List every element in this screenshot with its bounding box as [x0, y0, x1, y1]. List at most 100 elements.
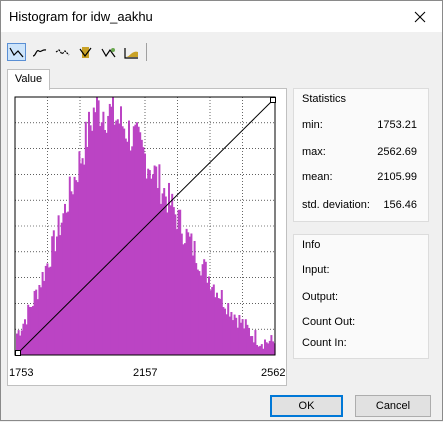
histogram-bar — [236, 327, 239, 355]
histogram-bar — [20, 330, 23, 355]
histogram-bar — [190, 233, 193, 355]
square-root-button[interactable] — [76, 43, 95, 61]
stretch-toolbar — [7, 40, 147, 64]
histogram-bar — [201, 264, 204, 355]
histogram-bar — [150, 178, 153, 355]
histogram-bar — [32, 305, 34, 355]
histogram-bar — [225, 314, 228, 355]
histogram-bar — [185, 228, 188, 355]
histogram-bar — [132, 126, 135, 355]
histogram-bar — [193, 240, 196, 355]
exponential-button[interactable] — [122, 43, 141, 61]
histogram-bar — [228, 316, 231, 355]
histogram-bar — [41, 271, 44, 355]
stat-max-value: 2562.69 — [377, 146, 417, 158]
cancel-button[interactable]: Cancel — [355, 395, 431, 417]
chart-frame — [14, 96, 276, 356]
histogram-bar — [206, 282, 209, 355]
histogram-bar — [86, 146, 89, 355]
histogram-bar — [153, 165, 156, 355]
logarithmic-button[interactable] — [99, 43, 118, 61]
histogram-bar — [67, 211, 70, 355]
stat-mean-value: 2105.99 — [377, 171, 417, 183]
ok-button[interactable]: OK — [270, 395, 343, 417]
histogram-bar — [244, 319, 247, 355]
histogram-bar — [204, 261, 207, 355]
histogram-bar — [30, 306, 33, 355]
histogram-bar — [27, 304, 30, 355]
histogram-bar — [254, 330, 257, 355]
histogram-bar — [240, 322, 242, 355]
histogram-bar — [224, 308, 226, 355]
x-tick-mid: 2157 — [133, 367, 158, 379]
histogram-bar — [76, 182, 79, 355]
stat-min-value: 1753.21 — [377, 119, 417, 131]
histogram-bar — [166, 212, 169, 355]
histogram-bar — [19, 335, 22, 355]
histogram-bar — [83, 164, 86, 355]
histogram-bar — [182, 244, 185, 355]
histogram-bar — [124, 138, 127, 355]
histogram-bar — [56, 236, 58, 355]
histogram-bar — [59, 235, 62, 355]
histogram-bar — [172, 207, 175, 355]
histogram-bar — [128, 120, 130, 355]
info-group: Info Input: Output: Count Out: Count In: — [293, 234, 429, 359]
stat-max-label: max: — [302, 146, 326, 158]
histogram-bar — [140, 139, 143, 355]
histogram-bar — [68, 176, 71, 355]
statistics-title: Statistics — [302, 93, 347, 105]
histogram-bar — [16, 333, 18, 355]
histogram-bar — [102, 111, 105, 356]
histogram-bar — [105, 132, 108, 355]
histogram-bar — [209, 290, 212, 355]
histogram-bar — [35, 289, 38, 355]
info-title: Info — [302, 239, 321, 251]
histogram-bar — [121, 126, 124, 356]
histogram-bar — [96, 97, 98, 355]
histogram-bar — [43, 280, 46, 355]
histogram-bar — [107, 115, 110, 356]
chart-border — [14, 96, 276, 356]
histogram-bar — [260, 344, 263, 355]
histogram-bar — [92, 107, 95, 355]
histogram-bar — [88, 111, 90, 355]
stat-min-label: min: — [302, 119, 323, 131]
histogram-bar — [267, 343, 270, 355]
histogram-bar — [44, 265, 47, 355]
histogram-bar — [129, 150, 132, 355]
info-count-in-label: Count In: — [302, 337, 347, 349]
close-button[interactable] — [398, 1, 442, 32]
histogram-bar — [91, 130, 94, 355]
histogram-bar — [33, 290, 36, 355]
linear-stretch-button[interactable] — [7, 43, 26, 61]
histogram-bar — [89, 125, 92, 355]
histogram-bar — [220, 290, 223, 355]
histogram-bar — [195, 263, 198, 355]
stat-mean-label: mean: — [302, 171, 333, 183]
histogram-bar — [156, 188, 159, 355]
histogram-bar — [188, 236, 191, 355]
histogram-bar — [144, 153, 146, 355]
tab-value[interactable]: Value — [7, 69, 50, 90]
histogram-bar — [24, 319, 26, 355]
histogram-bar — [110, 106, 113, 355]
histogram-bar — [164, 196, 167, 355]
histogram-bar — [137, 126, 140, 355]
histogram-bar — [268, 340, 271, 355]
histogram-bar — [227, 303, 230, 355]
histogram-bar — [160, 203, 162, 355]
stat-std-label: std. deviation: — [302, 199, 370, 211]
histogram-equalize-button[interactable] — [30, 43, 49, 61]
histogram-bar — [36, 299, 39, 355]
histogram-bar — [48, 267, 50, 355]
histogram-bar — [108, 103, 111, 355]
histogram-bar — [120, 106, 122, 355]
histogram-bar — [168, 182, 170, 355]
histogram-bar — [158, 164, 161, 355]
histogram-bar — [57, 215, 60, 355]
histogram-bar — [81, 158, 84, 355]
histogram-bar — [252, 342, 255, 355]
histogram-bar — [113, 124, 116, 356]
histogram-bar — [152, 174, 154, 355]
